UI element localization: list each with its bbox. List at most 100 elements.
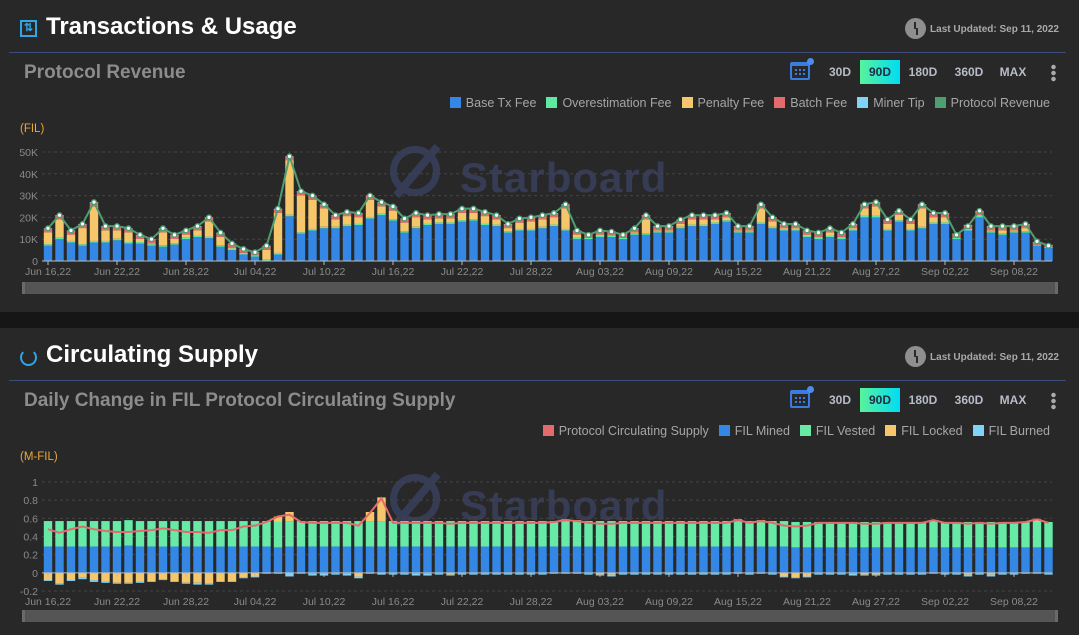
bar-segment-base-tx-fee	[1032, 245, 1042, 261]
bar-segment-fil-mined	[204, 546, 214, 573]
legend-item[interactable]: Overestimation Fee	[546, 96, 672, 110]
bar-segment-base-tx-fee	[78, 245, 87, 261]
line-point	[896, 207, 903, 214]
bar-segment-fil-locked	[170, 572, 179, 582]
bar-segment-overestimation-fee	[55, 237, 64, 240]
bar-segment-fil-vested	[285, 521, 294, 547]
more-options-icon[interactable]	[1051, 392, 1056, 410]
bar-segment-overestimation-fee	[561, 228, 570, 231]
line-point	[286, 153, 293, 160]
bar-segment-penalty-fee	[779, 228, 789, 229]
bar-segment-fil-mined	[55, 546, 64, 573]
bar-segment-base-tx-fee	[124, 243, 133, 261]
bar-segment-fil-burned	[308, 573, 317, 576]
legend-item[interactable]: Protocol Circulating Supply	[542, 424, 709, 438]
bar-segment-overestimation-fee	[883, 228, 892, 231]
range-max-button[interactable]: MAX	[999, 393, 1027, 407]
bar-segment-fil-mined	[710, 546, 720, 573]
bar-segment-fil-locked	[78, 572, 87, 578]
bar-segment-fil-vested	[342, 521, 352, 547]
range-360d-button[interactable]: 360D	[954, 65, 984, 79]
bar-segment-penalty-fee	[561, 208, 570, 229]
bar-segment-fil-locked	[112, 572, 122, 583]
bar-segment-fil-mined	[538, 546, 547, 573]
legend-item[interactable]: Penalty Fee	[681, 96, 764, 110]
bar-segment-base-tx-fee	[112, 240, 122, 261]
line-point	[79, 220, 86, 227]
bar-segment-fil-mined	[469, 546, 478, 573]
bar-segment-overestimation-fee	[733, 231, 743, 233]
bar-segment-fil-vested	[561, 521, 570, 547]
line-point	[182, 227, 189, 234]
bar-segment-fil-mined	[825, 547, 835, 573]
range-30d-button[interactable]: 30D	[828, 393, 851, 407]
legend-item[interactable]: FIL Mined	[718, 424, 790, 438]
bar-segment-fil-mined	[664, 546, 674, 573]
range-180d-button[interactable]: 180D	[908, 393, 938, 407]
bar-segment-fil-mined	[653, 546, 662, 573]
bar-segment-penalty-fee	[434, 218, 444, 223]
bar-segment-fil-burned	[745, 573, 754, 575]
bar-segment-fil-mined	[388, 546, 398, 573]
bar-segment-base-tx-fee	[170, 244, 179, 261]
range-90d-button[interactable]: 90D	[860, 388, 900, 412]
range-30d-button[interactable]: 30D	[828, 65, 851, 79]
bar-segment-fil-mined	[342, 546, 352, 573]
data-zoom-slider[interactable]	[22, 610, 1058, 622]
bar-segment-penalty-fee	[193, 230, 202, 236]
bar-segment-base-tx-fee	[342, 226, 352, 261]
x-tick-label: Jul 28,22	[510, 266, 553, 278]
bar-segment-overestimation-fee	[515, 228, 524, 231]
range-max-button[interactable]: MAX	[999, 65, 1027, 79]
range-180d-button[interactable]: 180D	[908, 65, 938, 79]
bar-segment-fil-vested	[572, 521, 582, 547]
line-point	[827, 225, 834, 232]
more-options-icon[interactable]	[1051, 64, 1056, 82]
bar-segment-fil-vested	[641, 521, 651, 547]
range-90d-button[interactable]: 90D	[860, 60, 900, 84]
bar-segment-fil-vested	[998, 521, 1007, 548]
bar-segment-fil-vested	[434, 521, 444, 547]
legend-item[interactable]: Protocol Revenue	[934, 96, 1050, 110]
bar-segment-fil-vested	[837, 521, 846, 548]
calendar-icon[interactable]	[790, 58, 814, 80]
bar-segment-base-tx-fee	[1044, 247, 1053, 261]
bar-segment-base-tx-fee	[66, 242, 76, 261]
bar-segment-penalty-fee	[802, 234, 812, 236]
legend-item[interactable]: Base Tx Fee	[449, 96, 536, 110]
bar-segment-overestimation-fee	[756, 222, 766, 224]
x-tick-label: Jul 16,22	[372, 266, 415, 278]
bar-segment-penalty-fee	[135, 238, 145, 243]
bar-segment-penalty-fee	[147, 243, 156, 245]
x-tick-label: Aug 09,22	[645, 266, 693, 278]
bar-segment-fil-mined	[802, 547, 812, 573]
bar-segment-base-tx-fee	[791, 230, 800, 261]
line-point	[735, 223, 742, 230]
calendar-icon[interactable]	[790, 386, 814, 408]
bar-segment-fil-vested	[952, 521, 961, 548]
bar-segment-overestimation-fee	[112, 238, 122, 241]
legend-item[interactable]: Miner Tip	[857, 96, 925, 110]
chart-title: Daily Change in FIL Protocol Circulating…	[24, 390, 456, 411]
legend-item[interactable]: FIL Burned	[972, 424, 1050, 438]
bar-segment-base-tx-fee	[446, 223, 455, 261]
bar-segment-base-tx-fee	[354, 225, 363, 261]
legend-item[interactable]: Batch Fee	[774, 96, 847, 110]
bar-segment-base-tx-fee	[710, 223, 720, 261]
legend-item[interactable]: FIL Locked	[885, 424, 963, 438]
bar-segment-fil-mined	[929, 547, 938, 573]
bar-segment-fil-vested	[457, 521, 467, 547]
data-zoom-slider[interactable]	[22, 282, 1058, 294]
line-point	[102, 223, 109, 230]
y-tick-label: 20K	[19, 212, 38, 224]
y-tick-label: 0.8	[23, 495, 38, 507]
line-point	[850, 220, 857, 227]
bar-segment-fil-mined	[722, 546, 731, 573]
bar-segment-fil-vested	[894, 521, 904, 548]
range-360d-button[interactable]: 360D	[954, 393, 984, 407]
legend-item[interactable]: FIL Vested	[799, 424, 875, 438]
line-point	[700, 212, 707, 219]
bar-segment-fil-vested	[331, 521, 340, 547]
legend-swatch	[542, 425, 554, 436]
bar-segment-fil-locked	[158, 572, 168, 580]
